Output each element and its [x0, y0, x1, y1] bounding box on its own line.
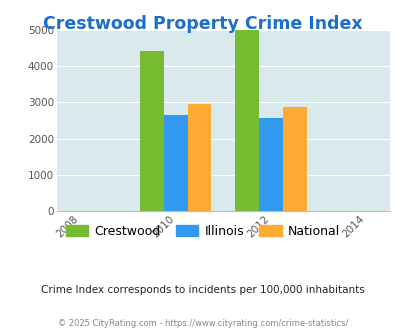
Bar	[282, 107, 306, 211]
Bar	[258, 117, 282, 211]
Text: © 2025 CityRating.com - https://www.cityrating.com/crime-statistics/: © 2025 CityRating.com - https://www.city…	[58, 319, 347, 328]
Bar	[234, 30, 258, 211]
Bar	[164, 115, 187, 211]
Text: Crime Index corresponds to incidents per 100,000 inhabitants: Crime Index corresponds to incidents per…	[41, 285, 364, 295]
Legend: Crestwood, Illinois, National: Crestwood, Illinois, National	[61, 220, 344, 243]
Bar	[140, 51, 164, 211]
Text: Crestwood Property Crime Index: Crestwood Property Crime Index	[43, 15, 362, 33]
Bar	[187, 104, 211, 211]
